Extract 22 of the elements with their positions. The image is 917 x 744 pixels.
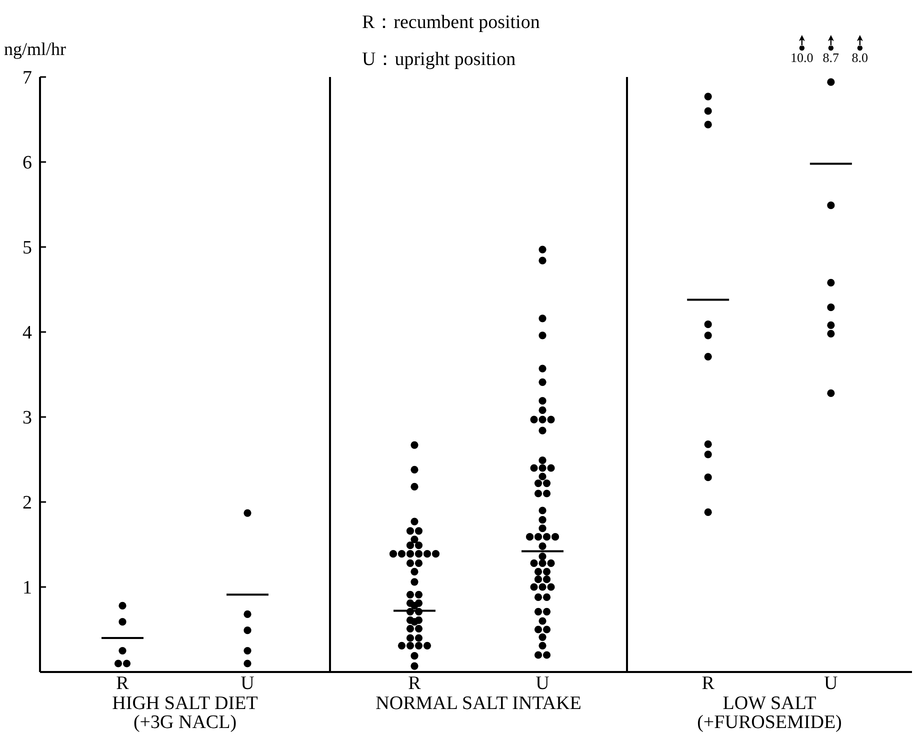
text: 8.0 (852, 50, 868, 65)
x-tick-label: U (240, 673, 255, 694)
x-axis-title: NORMAL SALT INTAKE (376, 693, 582, 714)
x-tick-label: R (408, 673, 422, 694)
x-axis-title: LOW SALT (+FUROSEMIDE) (697, 693, 842, 733)
y-tick-label: 5 (22, 238, 32, 259)
x-tick-label: R (116, 673, 130, 694)
text: U：upright position (362, 49, 516, 70)
y-tick-label: 1 (22, 578, 32, 599)
text: 10.0 (790, 50, 814, 65)
x-tick-label: U (536, 673, 550, 694)
y-tick-label: 4 (22, 322, 32, 344)
y-tick-label: 3 (22, 408, 32, 429)
x-tick-label: U (824, 673, 838, 694)
y-tick-label: 7 (22, 68, 32, 89)
y-tick-label: 6 (22, 152, 32, 174)
text: 8.7 (822, 50, 840, 65)
y-axis-title: ng/ml/hr (4, 39, 66, 59)
y-tick-label: 2 (22, 492, 32, 514)
text: R：recumbent position (362, 12, 540, 33)
x-tick-label: R (702, 673, 715, 694)
x-axis-title: HIGH SALT DIET (+3G NACL) (112, 693, 258, 733)
